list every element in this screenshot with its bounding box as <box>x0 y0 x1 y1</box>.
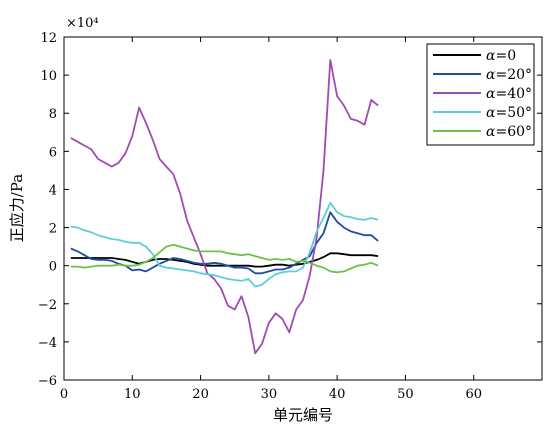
y-tick-label: −4 <box>38 336 57 351</box>
series-line-2 <box>70 59 379 355</box>
legend: α=0α=20°α=40°α=50°α=60° <box>426 43 535 146</box>
legend-entry-1: α=20° <box>486 67 532 83</box>
series-line-4 <box>70 243 379 274</box>
legend-alpha-value: =40° <box>495 86 532 102</box>
x-tick-label: 20 <box>192 387 209 402</box>
series-line-0 <box>70 252 379 268</box>
axis-ticks <box>63 36 542 381</box>
x-tick-label: 10 <box>124 387 141 402</box>
y-tick-label: 12 <box>40 31 57 46</box>
x-tick-label: 60 <box>465 387 482 402</box>
y-tick-label: 4 <box>49 183 57 198</box>
legend-alpha-value: =60° <box>495 124 532 140</box>
series-lines <box>70 59 379 355</box>
x-axis-title: 单元编号 <box>273 406 333 424</box>
legend-alpha-symbol: α <box>486 105 496 121</box>
legend-entry-3: α=50° <box>486 105 532 121</box>
legend-alpha-symbol: α <box>486 86 496 102</box>
y-tick-label: 10 <box>40 69 57 84</box>
y-tick-label: 0 <box>49 260 57 275</box>
y-tick-label: 6 <box>49 145 57 160</box>
legend-alpha-symbol: α <box>486 48 496 64</box>
legend-alpha-symbol: α <box>486 67 496 83</box>
legend-entry-2: α=40° <box>486 86 532 102</box>
y-tick-label: −6 <box>38 374 57 389</box>
series-line-3 <box>70 201 379 288</box>
y-tick-label: 8 <box>49 107 57 122</box>
legend-box <box>426 43 535 146</box>
legend-alpha-value: =50° <box>495 105 532 121</box>
y-tick-label: −2 <box>38 298 57 313</box>
y-tick-label: 2 <box>49 222 57 237</box>
legend-alpha-value: =20° <box>495 67 532 83</box>
y-axis-title: 正应力/Pa <box>8 174 26 242</box>
y-scale-factor-label: ×10⁴ <box>66 16 99 31</box>
x-tick-label: 40 <box>329 387 346 402</box>
legend-alpha-value: =0 <box>495 48 516 64</box>
x-tick-label: 0 <box>60 387 68 402</box>
legend-entry-4: α=60° <box>486 124 532 140</box>
legend-entry-0: α=0 <box>486 48 516 64</box>
tick-labels: 0 10 20 30 40 50 60 −6 −4 −2 0 2 4 6 8 10 12 <box>38 31 482 402</box>
x-tick-label: 30 <box>261 387 278 402</box>
legend-alpha-symbol: α <box>486 124 496 140</box>
x-tick-label: 50 <box>397 387 414 402</box>
